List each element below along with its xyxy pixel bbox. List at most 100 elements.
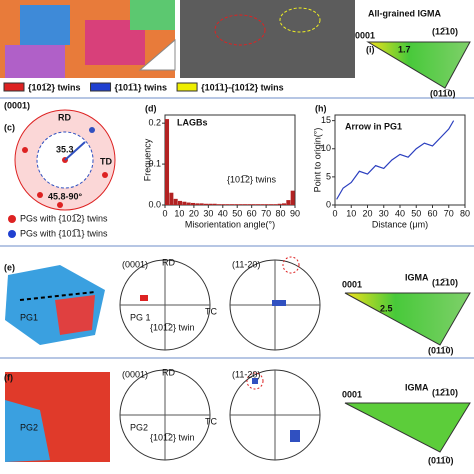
y-tick-label: 0.2 — [148, 118, 161, 128]
label: (12̅10) — [432, 387, 458, 397]
bar — [243, 204, 248, 205]
bar — [212, 203, 217, 205]
bar — [282, 203, 287, 205]
bar — [199, 203, 204, 205]
label: (d) — [145, 103, 157, 113]
bar — [260, 204, 265, 205]
annotation: LAGBs — [177, 117, 208, 127]
x-tick-label: 80 — [460, 208, 470, 218]
x-tick-label: 70 — [261, 208, 271, 218]
label: (0001) — [122, 259, 148, 269]
x-tick-label: 50 — [232, 208, 242, 218]
label: {101̅2} twins — [28, 82, 81, 92]
label: (i) — [366, 44, 375, 54]
legend-swatch — [3, 82, 25, 92]
label: 35.3 — [56, 144, 74, 154]
bar — [208, 203, 213, 205]
label: PGs with {101̅1} twins — [20, 228, 108, 238]
y-tick-label: 10 — [321, 143, 331, 153]
x-tick-label: 70 — [444, 208, 454, 218]
label: (h) — [315, 103, 327, 113]
bar — [221, 204, 226, 205]
igma-triangle — [344, 402, 471, 453]
bar — [178, 200, 183, 205]
bar — [186, 202, 191, 205]
bar — [264, 204, 269, 205]
x-tick-label: 0 — [332, 208, 337, 218]
bar — [191, 202, 196, 205]
bar — [182, 201, 187, 205]
igma-triangle — [344, 292, 471, 346]
y-tick-label: 15 — [321, 115, 331, 125]
label: IGMA — [405, 382, 429, 392]
bar — [290, 190, 295, 205]
label: {101̅1}-{101̅2} twins — [201, 82, 284, 92]
bar — [169, 192, 174, 205]
label: 45.8-90° — [48, 191, 83, 201]
label: RD — [58, 112, 71, 122]
label: (12̅10) — [432, 277, 458, 287]
label: IGMA — [405, 272, 429, 282]
y-tick-label: 0.0 — [148, 199, 161, 209]
bar — [195, 203, 200, 205]
x-tick-label: 50 — [411, 208, 421, 218]
label: PG2 — [20, 422, 38, 432]
bar — [225, 204, 230, 205]
x-tick-label: 20 — [189, 208, 199, 218]
y-axis-label: Point to origin(°) — [312, 128, 322, 193]
label: (011̅0) — [428, 345, 454, 355]
y-axis-label: Frequency — [142, 138, 152, 181]
label: (011̅0) — [430, 88, 456, 98]
bar — [286, 200, 291, 205]
legend-swatch — [176, 82, 198, 92]
x-axis-label: Distance (μm) — [372, 219, 428, 229]
label: (e) — [4, 262, 15, 272]
x-tick-label: 30 — [379, 208, 389, 218]
label: PG2 — [130, 422, 148, 432]
label: (12̅10) — [432, 26, 458, 36]
label: 1.7 — [398, 44, 411, 54]
bar — [234, 204, 239, 205]
x-tick-label: 40 — [218, 208, 228, 218]
label: (c) — [4, 122, 15, 132]
label: TD — [100, 156, 112, 166]
label: TC — [205, 306, 217, 316]
bar — [238, 204, 243, 205]
label: (0001) — [122, 369, 148, 379]
bar — [204, 203, 209, 205]
label: (11-20) — [232, 259, 260, 269]
label: (11-20) — [232, 369, 260, 379]
x-axis-label: Misorientation angle(°) — [185, 219, 275, 229]
map-f — [5, 372, 110, 462]
x-tick-label: 60 — [247, 208, 257, 218]
ebsd-map-top — [0, 0, 176, 78]
map-e — [5, 265, 105, 345]
y-tick-label: 0 — [326, 199, 331, 209]
x-tick-label: 90 — [290, 208, 300, 218]
label: All-grained IGMA — [368, 8, 442, 18]
line — [336, 120, 455, 200]
bar — [230, 204, 235, 205]
label: 0001 — [342, 389, 362, 399]
bar — [165, 119, 170, 205]
legend-swatch — [90, 82, 112, 92]
label: TC — [205, 416, 217, 426]
label: {101̅2} twin — [150, 322, 195, 332]
sem-map-top — [180, 0, 355, 78]
label: (f) — [4, 372, 13, 382]
bar — [251, 204, 256, 205]
x-tick-label: 10 — [174, 208, 184, 218]
label: PG 1 — [130, 312, 151, 322]
x-tick-label: 80 — [276, 208, 286, 218]
chart-title: Arrow in PG1 — [345, 121, 402, 131]
label: 0001 — [342, 279, 362, 289]
pole-figure-c — [8, 109, 116, 238]
bar — [269, 204, 274, 205]
x-tick-label: 60 — [427, 208, 437, 218]
label: 0001 — [355, 30, 375, 40]
x-tick-label: 40 — [395, 208, 405, 218]
pole-figures — [119, 256, 321, 461]
label: {101̅1} twins — [115, 82, 168, 92]
bar — [256, 204, 261, 205]
